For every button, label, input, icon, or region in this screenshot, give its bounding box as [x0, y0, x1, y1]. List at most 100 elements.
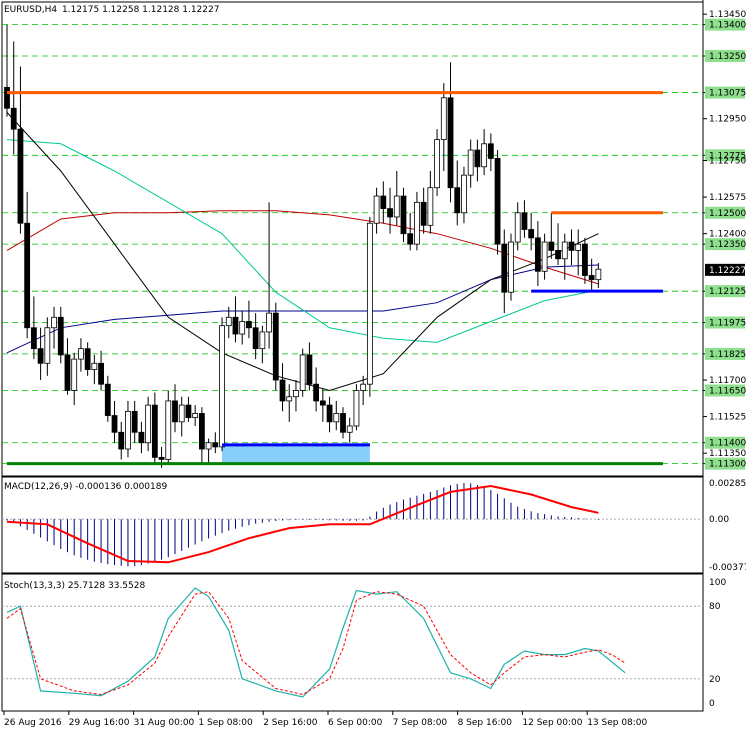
price-tick-label: 1.12125 [709, 287, 746, 297]
ma-red-line [6, 210, 599, 285]
candle-body [225, 316, 232, 327]
candle-body [340, 413, 346, 433]
candle-body [588, 275, 595, 281]
candle-body [461, 174, 467, 214]
stoch-level-label: 0 [709, 699, 715, 709]
candle-body [98, 362, 104, 385]
candle-body [64, 354, 71, 391]
candle-body [582, 243, 588, 276]
candle-body [57, 316, 64, 356]
candle-body [326, 404, 333, 423]
candle-body [91, 362, 98, 370]
candle-body [212, 442, 219, 448]
price-tick-label: 1.12575 [709, 193, 746, 203]
macd-pane: 0.002854 0.00 -0.003772 [2, 479, 746, 573]
price-tick-label: 1.13250 [709, 52, 746, 62]
candle-body [138, 431, 145, 444]
price-tick-label: 1.12500 [709, 209, 746, 219]
candle-body [474, 149, 481, 168]
macd-signal-line [6, 484, 599, 564]
time-tick-label: 31 Aug 00:00 [134, 718, 195, 728]
candle-body [595, 268, 602, 281]
price-tick-label: 1.12750 [709, 157, 746, 167]
candle-body [293, 390, 299, 398]
candle-body [125, 410, 131, 450]
candle-body [501, 243, 508, 293]
candle-body [78, 348, 84, 360]
price-tick-label: 1.11650 [709, 386, 746, 396]
price-tag-bg [705, 18, 745, 31]
candle-body [17, 128, 24, 224]
candle-body [407, 233, 414, 245]
stoch-pane: 100 80 20 0 [2, 578, 726, 709]
price-tick-label: 1.12350 [709, 240, 746, 250]
candle-body [279, 379, 286, 402]
candle-body [360, 383, 367, 391]
candle-body [508, 241, 514, 293]
candle-body [481, 143, 488, 168]
candle-body [259, 331, 266, 350]
candle-body [232, 316, 239, 335]
time-tick-label: 8 Sep 16:00 [458, 718, 513, 728]
stoch-level-label: 100 [709, 578, 726, 588]
price-tick-label: 1.11825 [709, 350, 746, 360]
candle-body [454, 187, 461, 214]
candle-body [420, 201, 427, 226]
price-tag-bg [705, 384, 745, 397]
price-tag-bg [705, 49, 745, 62]
candle-body [172, 400, 178, 423]
candle-body [246, 321, 252, 329]
price-tick-label: 1.13400 [709, 21, 746, 31]
candle-body [373, 195, 380, 224]
time-tick-label: 2 Sep 16:00 [263, 718, 318, 728]
ma-blue-line [6, 264, 599, 354]
candle-body [165, 400, 172, 460]
candle-body [447, 97, 454, 189]
price-tag-bg [705, 238, 745, 251]
time-tick-label: 29 Aug 16:00 [69, 718, 130, 728]
candle-body [158, 456, 165, 460]
time-tick-label: 13 Sep 08:00 [587, 718, 647, 728]
candle-body [313, 383, 320, 402]
candle-body [548, 241, 555, 251]
stoch-level-label: 80 [709, 602, 721, 612]
candle-body [346, 425, 353, 433]
time-axis: 26 Aug 2016 29 Aug 16:00 31 Aug 00:00 1 Sep… [3, 711, 648, 728]
price-tag-bg [705, 285, 745, 298]
price-tag-bg [705, 316, 745, 329]
candle-body [272, 312, 279, 381]
price-tick-label: 1.11350 [709, 449, 746, 459]
price-tag-bg [705, 86, 745, 99]
candle-body [387, 208, 393, 218]
ma-mid-line [6, 139, 599, 343]
candle-body [239, 321, 246, 335]
candle-body [575, 243, 582, 251]
candle-body [145, 404, 152, 444]
pane-frame [1, 573, 704, 712]
candle-body [427, 187, 434, 226]
candle-body [178, 404, 185, 423]
candle-body [252, 327, 259, 350]
candle-body [521, 212, 528, 230]
candle-body [24, 222, 31, 329]
candle-body [198, 413, 205, 450]
candle-body [111, 415, 118, 433]
candle-body [151, 404, 158, 458]
price-tag-bg [705, 436, 745, 449]
candle-body [192, 413, 199, 419]
candle-body [414, 201, 420, 245]
candle-body [333, 413, 340, 423]
stoch-main-line [6, 587, 626, 698]
candle-body [434, 139, 440, 189]
candle-body [528, 229, 535, 239]
price-tick-label: 1.13075 [709, 89, 746, 99]
candle-body [205, 442, 212, 450]
current-price-label: 1.12227 [709, 266, 746, 276]
macd-level-label: 0.002854 [709, 479, 746, 489]
candle-body [30, 327, 37, 350]
time-tick-label: 1 Sep 08:00 [198, 718, 253, 728]
candle-body [306, 354, 313, 385]
ohlc-label: 1.12175 1.12258 1.12128 1.12227 [62, 5, 219, 15]
price-tick-label: 1.11400 [709, 439, 746, 449]
